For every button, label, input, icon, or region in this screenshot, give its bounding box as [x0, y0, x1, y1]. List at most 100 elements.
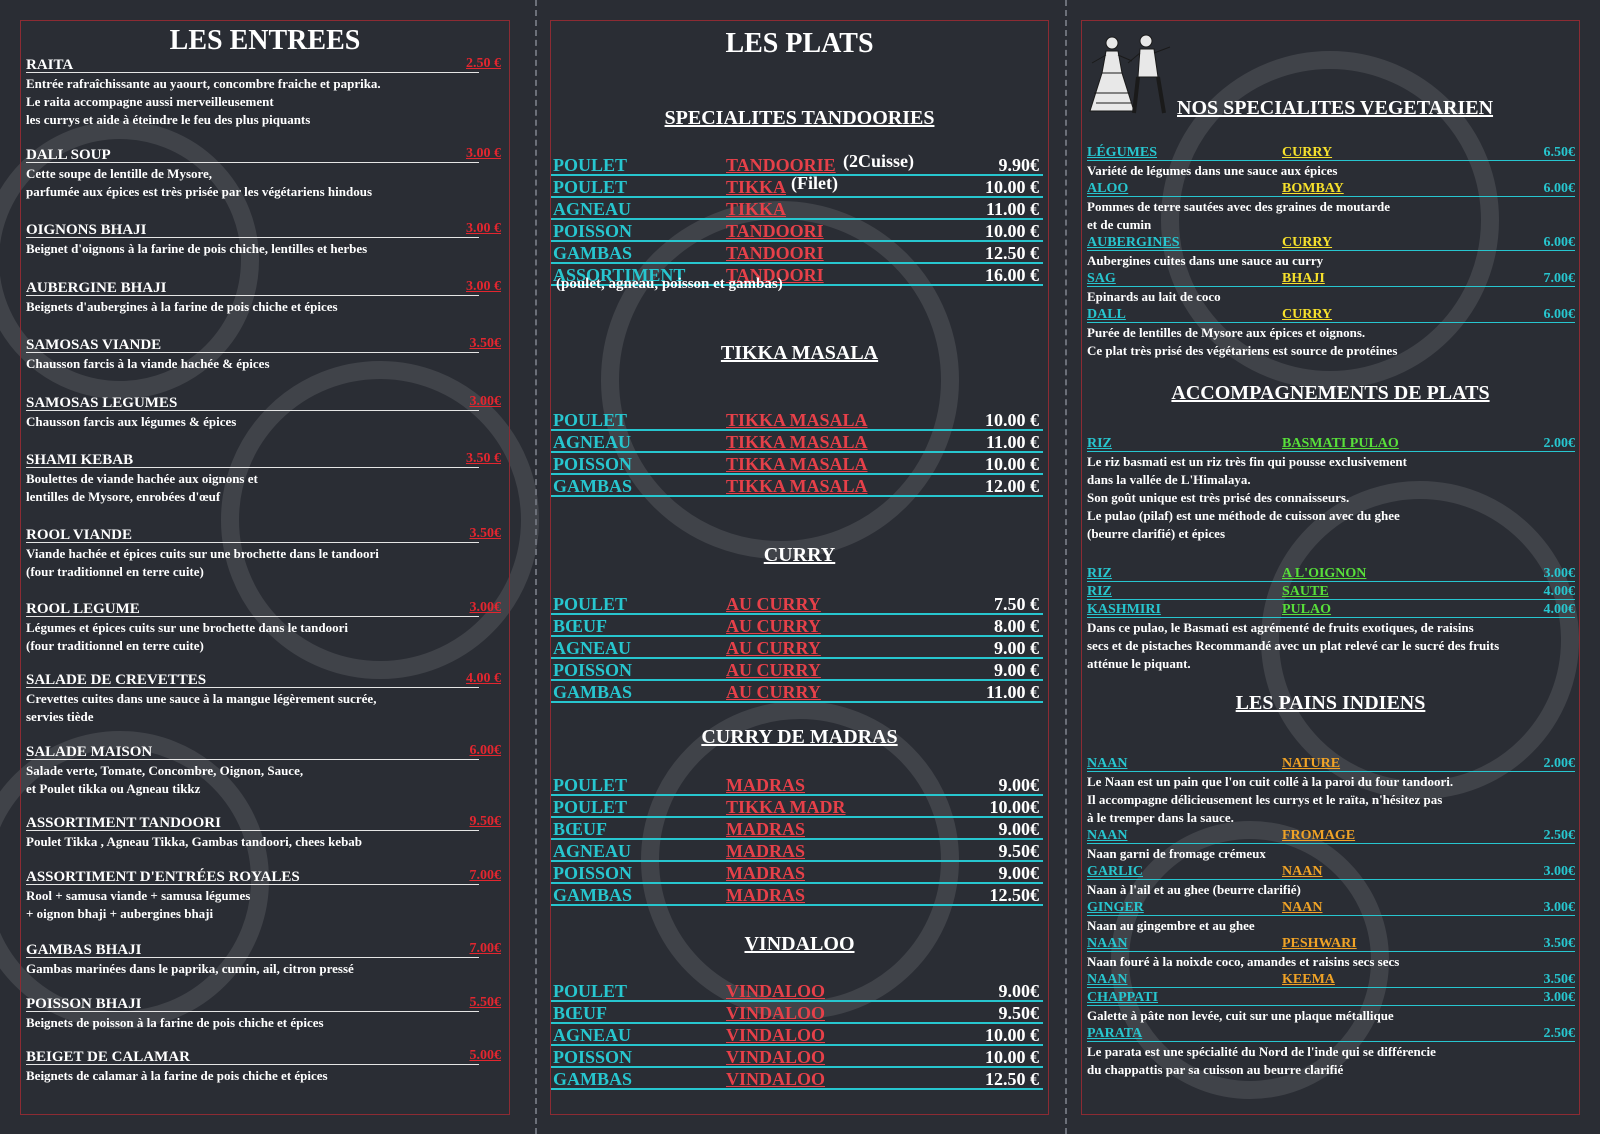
plat-meat: ASSORTIMENT [553, 265, 686, 285]
plat-meat: POULET [553, 981, 628, 1001]
entree-description: Salade verte, Tomate, Concombre, Oignon,… [26, 762, 501, 798]
entree-header: SAMOSAS LEGUMES 3.00€ [26, 393, 501, 411]
entree-price: 3.50€ [469, 336, 502, 351]
entree-name: BEIGET DE CALAMAR [26, 1049, 190, 1065]
vegetarien-item-price: 6.00€ [1543, 235, 1576, 250]
plat-preparation: AU CURRY [726, 616, 821, 636]
pain-item-description-line: Le Naan est un pain que l'on cuit collé … [1087, 774, 1454, 789]
pain-item-description-line: Le parata est une spécialité du Nord de … [1087, 1044, 1436, 1059]
pains-title: LES PAINS INDIENS [1235, 692, 1426, 714]
entree-name: ROOL LEGUME [26, 601, 140, 617]
plats-section-title: SPECIALITES TANDOORIES [664, 107, 935, 129]
entree-item: OIGNONS BHAJI 3.00 € Beignet d'oignons à l… [26, 220, 501, 258]
plat-meat: POULET [553, 797, 628, 817]
vegetarien-item-description-line: Epinards au lait de coco [1087, 289, 1221, 304]
entree-header: GAMBAS BHAJI 7.00€ [26, 940, 501, 958]
accompagnement-item-description-line: atténue le piquant. [1087, 656, 1191, 671]
entree-description-line: Légumes et épices cuits sur une brochett… [26, 620, 348, 635]
vegetarien-item-name: SAG [1087, 271, 1116, 286]
accompagnement-item-description-line: secs et de pistaches Recommandé avec un … [1087, 638, 1500, 653]
plat-meat: GAMBAS [553, 476, 633, 496]
entree-description-line: lentilles de Mysore, enrobées d'œuf [26, 489, 221, 504]
sides-panel: NOS SPECIALITES VEGETARIEN LÉGUMES CURRY 6… [1081, 20, 1580, 1115]
plat-row: POULET VINDALOO 9.00€ [551, 978, 1043, 1002]
plat-preparation: AU CURRY [726, 594, 821, 614]
plat-meat: POISSON [553, 863, 633, 883]
entree-description-line: servies tiède [26, 709, 94, 724]
entree-description: Entrée rafraîchissante au yaourt, concom… [26, 75, 501, 129]
vegetarien-item-price: 6.00€ [1543, 181, 1576, 196]
plat-meat: BŒUF [553, 819, 607, 839]
vegetarien-item-name: ALOO [1087, 181, 1129, 196]
plat-preparation: MADRAS [726, 841, 805, 861]
accompagnement-item-description-line: (beurre clarifié) et épices [1087, 526, 1225, 541]
entree-price: 7.00€ [469, 868, 502, 883]
plat-price: 12.50€ [989, 885, 1040, 905]
entree-description: Beignet d'oignons à la farine de pois ch… [26, 240, 501, 258]
entree-header: ROOL VIANDE 3.50€ [26, 525, 501, 543]
plat-price: 12.00 € [985, 476, 1039, 496]
vegetarien-item-price: 6.00€ [1543, 307, 1576, 322]
plat-price: 10.00 € [985, 1025, 1039, 1045]
entree-price: 3.00€ [469, 394, 502, 409]
pain-item-name: NAAN [1087, 828, 1128, 843]
entree-description: Crevettes cuites dans une sauce à la man… [26, 690, 501, 726]
pain-item-description-line: Naan à l'ail et au ghee (beurre clarifié… [1087, 882, 1301, 897]
vegetarien-item-description: Pommes de terre sautées avec des graines… [1087, 198, 1575, 234]
plat-row: POULET TIKKA (Filet) 10.00 € [551, 173, 1043, 198]
plat-meat: AGNEAU [553, 1025, 632, 1045]
plat-price: 10.00 € [985, 410, 1039, 430]
entree-description-line: Rool + samusa viande + samusa légumes [26, 888, 251, 903]
vegetarien-item-description-line: Purée de lentilles de Mysore aux épices … [1087, 325, 1366, 340]
plat-meat: GAMBAS [553, 885, 633, 905]
vegetarien-item-variant: CURRY [1282, 235, 1333, 250]
vegetarien-item-row: SAG BHAJI 7.00€ [1087, 269, 1575, 287]
pain-item-row: GINGER NAAN 3.00€ [1087, 898, 1575, 916]
plats-title: LES PLATS [725, 28, 874, 59]
pain-item-name: GARLIC [1087, 864, 1144, 879]
entree-price: 2.50 € [466, 56, 501, 71]
plat-meat: GAMBAS [553, 682, 633, 702]
entree-header: BEIGET DE CALAMAR 5.00€ [26, 1047, 501, 1065]
plat-price: 12.50 € [985, 243, 1039, 263]
entree-description-line: parfumée aux épices est très prisée par … [26, 184, 373, 199]
pain-item-description-line: Naan au gingembre et au ghee [1087, 918, 1255, 933]
accompagnement-item-name: KASHMIRI [1087, 602, 1161, 617]
entree-price: 3.50€ [469, 526, 502, 541]
accompagnement-item-name: RIZ [1087, 584, 1112, 599]
pain-item-price: 2.50€ [1543, 1026, 1576, 1041]
plat-preparation: TANDOORIE [726, 155, 836, 175]
plat-preparation: VINDALOO [726, 1047, 826, 1067]
plat-price: 9.00 € [994, 660, 1039, 680]
accompagnements-title: ACCOMPAGNEMENTS DE PLATS [1171, 382, 1490, 404]
entree-item: SHAMI KEBAB 3.50 € Boulettes de viande hac… [26, 450, 501, 506]
entree-item: GAMBAS BHAJI 7.00€ Gambas marinées dans le… [26, 940, 501, 978]
entree-description-line: Viande hachée et épices cuits sur une br… [26, 546, 379, 561]
plat-row: POULET MADRAS 9.00€ [551, 772, 1043, 796]
plat-preparation: AU CURRY [726, 638, 821, 658]
plat-meat: GAMBAS [553, 1069, 633, 1089]
plat-row: AGNEAU MADRAS 9.50€ [551, 838, 1043, 862]
vegetarien-item-description: Aubergines cuites dans une sauce au curr… [1087, 252, 1575, 270]
plat-preparation: AU CURRY [726, 660, 821, 680]
pain-item-price: 3.50€ [1543, 972, 1576, 987]
plat-meat: AGNEAU [553, 638, 632, 658]
entree-name: GAMBAS BHAJI [26, 942, 142, 958]
entree-price: 5.00€ [469, 1048, 502, 1063]
accompagnement-item-description: Le riz basmati est un riz très fin qui p… [1087, 453, 1575, 543]
plat-price: 11.00 € [985, 199, 1039, 219]
plat-price: 9.90€ [998, 155, 1040, 175]
vegetarien-item-row: DALL CURRY 6.00€ [1087, 305, 1575, 323]
plat-row: AGNEAU TIKKA 11.00 € [551, 196, 1043, 220]
entree-header: SAMOSAS VIANDE 3.50€ [26, 335, 501, 353]
entree-name: SALADE DE CREVETTES [26, 672, 207, 688]
entree-description: Beignets de calamar à la farine de pois … [26, 1067, 501, 1085]
pain-item-row: NAAN KEEMA 3.50€ [1087, 970, 1575, 988]
entree-header: RAITA 2.50 € [26, 55, 501, 73]
plat-price: 9.00€ [998, 981, 1040, 1001]
plat-row: GAMBAS TIKKA MASALA 12.00 € [551, 473, 1043, 497]
entree-name: POISSON BHAJI [26, 996, 142, 1012]
pain-item-price: 2.50€ [1543, 828, 1576, 843]
pain-item-description-line: Naan fouré à la noixde coco, amandes et … [1087, 954, 1400, 969]
entree-price: 9.50€ [469, 814, 502, 829]
